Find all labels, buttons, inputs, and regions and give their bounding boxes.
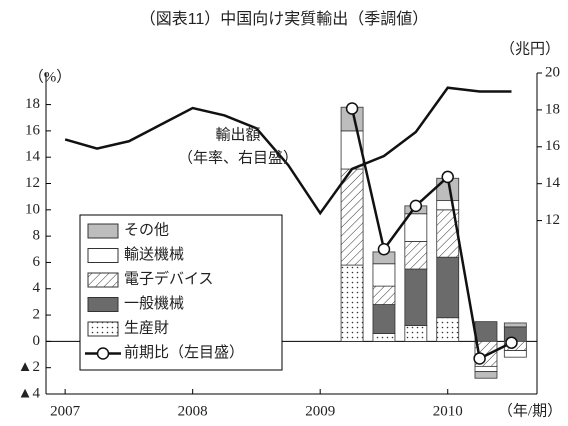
bar-segment (404, 240, 428, 270)
line-marker (409, 199, 423, 213)
y-tick-label: 8 (33, 228, 41, 244)
legend-swatch (87, 223, 119, 239)
x-tick-label: 2008 (178, 403, 208, 419)
y-tick-label: 12 (25, 175, 40, 191)
bar-segment (503, 350, 527, 358)
legend-swatch (87, 272, 119, 288)
legend-label: 生産財 (124, 319, 169, 336)
line-marker (345, 102, 359, 115)
bar-segment (474, 321, 498, 342)
annotation: 輸出額 (215, 126, 260, 143)
x-tick-label: 2010 (433, 403, 463, 419)
bar-segment (340, 264, 364, 342)
annotation: （年率、右目盛） (178, 149, 298, 166)
x-tick-label: 2007 (50, 403, 81, 419)
legend-label: その他 (124, 221, 169, 238)
y-tick-label: 4 (33, 280, 41, 296)
y-tick-label: 6 (33, 254, 41, 270)
y-tick-label: 10 (25, 201, 40, 217)
bar-segment (404, 325, 428, 342)
line-marker (377, 243, 391, 256)
y2-tick-label: 18 (545, 101, 560, 117)
legend-swatch (87, 297, 119, 312)
legend-swatch (87, 321, 119, 337)
bar-segment (404, 268, 428, 326)
y-tick-label: 2 (33, 307, 41, 323)
line-marker (473, 352, 486, 365)
bar-segment (372, 285, 396, 305)
line-marker (505, 336, 518, 349)
legend-label: 輸送機械 (124, 246, 184, 263)
y-tick-label: ▲2 (18, 359, 40, 375)
legend-label: 前期比（左目盛） (124, 344, 244, 361)
legend-box (79, 214, 283, 371)
chart-title: （図表11）中国向け実質輸出（季調値） (140, 10, 429, 28)
y2-axis-label: （兆円） (500, 40, 560, 57)
legend-label: 電子デバイス (124, 269, 214, 287)
bar-segment (436, 317, 460, 342)
legend-swatch (87, 248, 119, 263)
bar-segment (474, 371, 498, 379)
bar-segment (340, 130, 364, 170)
bar-segment (503, 322, 527, 328)
y2-tick-label: 20 (545, 64, 560, 80)
y-tick-label: 14 (25, 149, 41, 165)
line (64, 86, 512, 216)
y-tick-label: 0 (33, 333, 41, 349)
y-tick-label: 18 (25, 96, 40, 112)
x-axis-label: （年/期） (498, 402, 562, 419)
bar-segment (436, 256, 460, 319)
y2-tick-label: 12 (545, 212, 560, 228)
y-tick-label: ▲4 (18, 385, 41, 401)
y2-tick-label: 14 (545, 175, 561, 191)
bar-segment (372, 333, 396, 342)
legend-swatch (96, 347, 110, 360)
y-tick-label: 16 (25, 122, 41, 138)
legend-label: 一般機械 (124, 295, 184, 312)
bar-segment (372, 304, 396, 334)
x-tick-label: 2009 (305, 403, 335, 419)
y2-tick-label: 16 (545, 138, 561, 154)
bar-segment (372, 263, 396, 287)
bar-segment (436, 200, 460, 211)
line-marker (441, 170, 454, 184)
y-axis-label: （%） (29, 68, 72, 85)
bar-segment (340, 168, 364, 266)
bar-segment (474, 365, 498, 373)
